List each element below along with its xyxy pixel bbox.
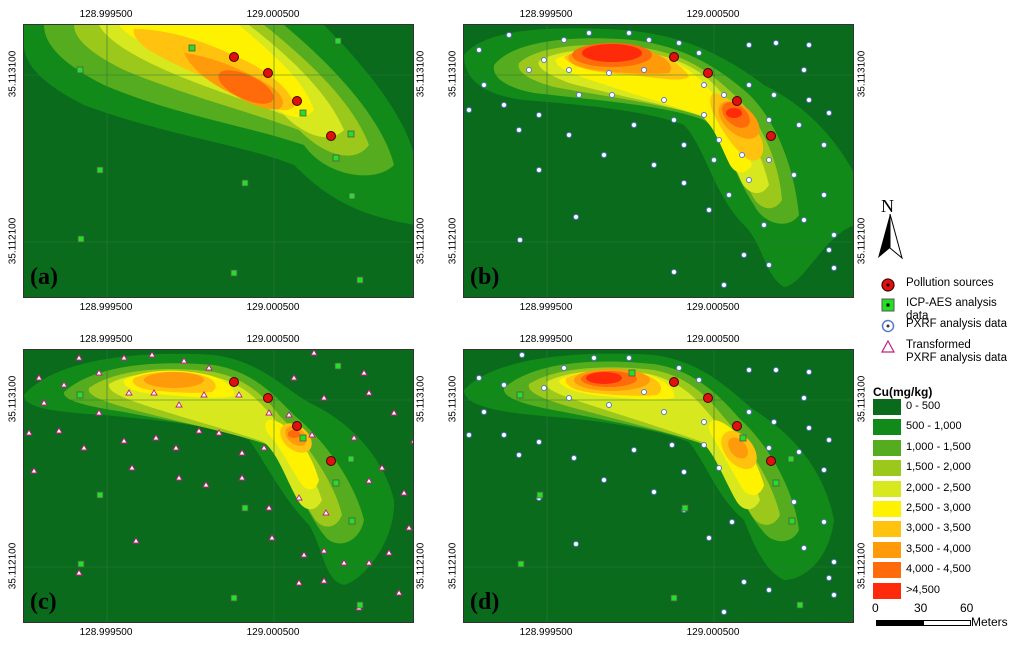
y-tick-label: 35.112100 bbox=[447, 217, 459, 265]
scale-label-60: 60 bbox=[960, 601, 974, 615]
cu-legend-swatch bbox=[873, 399, 901, 415]
legend-item-pxrf: PXRF analysis data bbox=[880, 318, 1007, 334]
cu-legend-swatch bbox=[873, 521, 901, 538]
x-tick-label: 129.000500 bbox=[686, 334, 740, 345]
cu-legend-swatch bbox=[873, 460, 901, 477]
scale-label-30: 30 bbox=[914, 601, 928, 615]
y-tick-label: 35.112100 bbox=[856, 217, 868, 265]
x-tick-label: 128.999500 bbox=[519, 627, 573, 638]
x-tick-label: 128.999500 bbox=[79, 627, 133, 638]
cu-legend-swatch bbox=[873, 562, 901, 579]
cu-legend-swatch bbox=[873, 501, 901, 517]
cu-legend-swatch bbox=[873, 582, 901, 599]
x-tick-label: 129.000500 bbox=[246, 9, 300, 20]
y-tick-label: 35.113100 bbox=[415, 375, 427, 423]
map-panel-b: (b) bbox=[463, 24, 854, 298]
cu-legend-label: 500 - 1,000 bbox=[906, 420, 962, 433]
cu-legend-label: >4,500 bbox=[906, 583, 940, 596]
y-tick-label: 35.112100 bbox=[7, 217, 19, 265]
legend-item-pollution: Pollution sources bbox=[880, 277, 994, 293]
legend-item-transformed: Transformed PXRF analysis data bbox=[880, 339, 1007, 365]
legend-label: Transformed PXRF analysis data bbox=[906, 339, 1007, 364]
cu-contour-map-b bbox=[464, 25, 853, 297]
x-tick-label: 128.999500 bbox=[79, 302, 133, 313]
y-tick-label: 35.113100 bbox=[856, 375, 868, 423]
legend-label: PXRF analysis data bbox=[906, 318, 1007, 330]
cu-legend-label: 3,500 - 4,000 bbox=[906, 542, 971, 555]
cu-legend-label: 3,000 - 3,500 bbox=[906, 522, 971, 535]
scale-bar-graphic bbox=[876, 620, 971, 626]
x-tick-label: 128.999500 bbox=[519, 9, 573, 20]
x-tick-label: 128.999500 bbox=[519, 302, 573, 313]
icp-aes-points-a bbox=[76, 37, 364, 284]
y-tick-label: 35.112100 bbox=[415, 217, 427, 265]
transformed-triangle-icon bbox=[880, 339, 896, 355]
north-label: N bbox=[881, 196, 894, 216]
cu-legend-swatch bbox=[873, 480, 901, 497]
panel-label-c: (c) bbox=[30, 589, 57, 615]
contours-c bbox=[24, 353, 395, 585]
x-tick-label: 128.999500 bbox=[519, 334, 573, 345]
scale-unit: Meters bbox=[971, 615, 1008, 629]
pollution-sources-d bbox=[669, 377, 776, 466]
legend-item-icp: ICP-AES analysis data bbox=[880, 297, 1020, 323]
cu-legend-swatch bbox=[873, 439, 901, 456]
legend-label: ICP-AES analysis data bbox=[906, 297, 997, 322]
x-tick-label: 129.000500 bbox=[686, 9, 740, 20]
cu-legend-label: 4,000 - 4,500 bbox=[906, 563, 971, 576]
cu-legend-label: 0 - 500 bbox=[906, 400, 941, 412]
cu-contour-map-a bbox=[24, 25, 413, 297]
pollution-sources-a bbox=[229, 52, 336, 141]
y-tick-label: 35.113100 bbox=[447, 50, 459, 98]
x-tick-label: 128.999500 bbox=[79, 9, 133, 20]
x-tick-label: 129.000500 bbox=[686, 627, 740, 638]
y-tick-label: 35.113100 bbox=[7, 375, 19, 423]
cu-contour-map-c bbox=[24, 350, 413, 622]
cu-contour-map-d bbox=[464, 350, 853, 622]
map-panel-a: (a) bbox=[23, 24, 414, 298]
icp-aes-square-icon bbox=[880, 297, 896, 313]
panel-label-d: (d) bbox=[470, 589, 500, 615]
x-tick-label: 129.000500 bbox=[246, 334, 300, 345]
scale-label-0: 0 bbox=[872, 601, 879, 615]
map-panel-c: (c) bbox=[23, 349, 414, 623]
cu-legend-label: 1,500 - 2,000 bbox=[906, 461, 971, 474]
cu-legend-label: 1,000 - 1,500 bbox=[906, 440, 971, 453]
cu-legend-label: 2,000 - 2,500 bbox=[906, 481, 971, 494]
y-tick-label: 35.112100 bbox=[7, 542, 19, 590]
x-tick-label: 129.000500 bbox=[246, 627, 300, 638]
icp-aes-points-c bbox=[76, 362, 364, 609]
pxrf-dot-icon bbox=[880, 318, 896, 334]
pollution-source-icon bbox=[880, 277, 896, 293]
cu-legend-label: 2,500 - 3,000 bbox=[906, 502, 971, 514]
y-tick-label: 35.113100 bbox=[7, 50, 19, 98]
panel-label-b: (b) bbox=[470, 264, 500, 290]
panel-label-a: (a) bbox=[30, 264, 58, 290]
icp-aes-points-d bbox=[516, 369, 804, 609]
y-tick-label: 35.113100 bbox=[447, 375, 459, 423]
y-tick-label: 35.113100 bbox=[415, 50, 427, 98]
y-tick-label: 35.112100 bbox=[447, 542, 459, 590]
cu-legend-swatch bbox=[873, 541, 901, 558]
cu-legend-swatch bbox=[873, 419, 901, 436]
north-arrow: N bbox=[873, 196, 907, 262]
north-arrow-icon bbox=[878, 214, 903, 260]
cu-legend-title: Cu(mg/kg) bbox=[873, 385, 933, 399]
legend-label: Pollution sources bbox=[906, 277, 994, 289]
y-tick-label: 35.112100 bbox=[856, 542, 868, 590]
map-panel-d: (d) bbox=[463, 349, 854, 623]
pollution-sources-c bbox=[229, 377, 336, 466]
y-tick-label: 35.113100 bbox=[856, 50, 868, 98]
y-tick-label: 35.112100 bbox=[415, 542, 427, 590]
contours-b bbox=[464, 28, 853, 287]
x-tick-label: 129.000500 bbox=[246, 302, 300, 313]
x-tick-label: 128.999500 bbox=[79, 334, 133, 345]
pxrf-points-b bbox=[466, 30, 837, 288]
x-tick-label: 129.000500 bbox=[686, 302, 740, 313]
pollution-sources-b bbox=[669, 52, 776, 141]
transformed-points-c bbox=[25, 350, 413, 611]
